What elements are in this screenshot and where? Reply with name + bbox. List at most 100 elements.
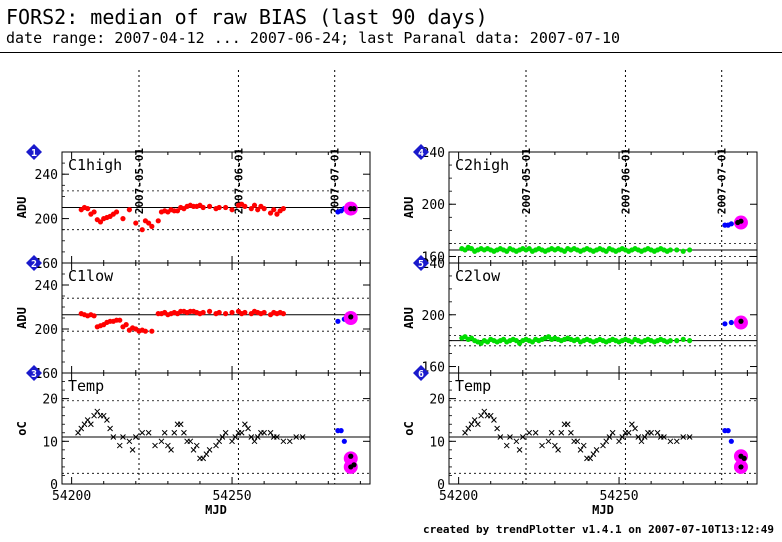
panel-6-label: Temp: [455, 377, 491, 395]
panel-1-point-red: [113, 209, 120, 215]
panel-6-point-cross: [555, 446, 561, 453]
panel-4-point-green: [680, 248, 686, 254]
panel-5-badge-icon: [413, 255, 429, 271]
panel-2-ytick-label-2: 240: [35, 279, 58, 294]
panel-3-point-cross: [248, 434, 255, 440]
panel-3-ytick-label-2: 20: [42, 393, 58, 408]
panel-3-point-cross: [104, 417, 110, 423]
panel-1-point-red: [255, 207, 261, 213]
panel-3-point-black: [351, 462, 357, 468]
panel-5-label: C2low: [455, 267, 501, 285]
panel-6-point-cross: [552, 442, 558, 449]
panel-3-point-cross: [251, 438, 258, 445]
panel-6-point-cross: [465, 425, 472, 432]
panel-2-point-red: [142, 328, 149, 334]
panel-3-point-cross: [78, 425, 85, 432]
panel-6-point-cross: [478, 412, 484, 419]
chart-subtitle: date range: 2007-04-12 ... 2007-06-24; l…: [6, 29, 621, 47]
panel-6-point-cross: [577, 446, 584, 453]
panel-6-point-cross: [629, 421, 635, 428]
panel-3-point-cross: [267, 429, 274, 436]
panel-3-point-cross: [254, 434, 261, 440]
panel-5-point-green: [680, 336, 686, 342]
panel-3-point-cross: [193, 442, 200, 449]
panel-6-point-cross: [603, 438, 610, 445]
panel-3-point-cross: [110, 434, 117, 440]
panel-6-point-cross: [491, 417, 497, 423]
panel-6-badge-icon: [413, 365, 429, 381]
panel-3-point-cross: [206, 446, 213, 453]
panel-3-frame: [61, 372, 371, 485]
panel-1-date-label-0: 2007-05-01: [133, 148, 146, 215]
panel-6-point-black: [738, 464, 744, 470]
panel-3-point-cross: [293, 434, 300, 440]
panel-3-xtick-label-1: 54250: [212, 489, 251, 504]
panel-6-point-cross: [487, 412, 494, 419]
panel-3-point-cross: [91, 412, 97, 419]
panel-3-point-cross: [152, 442, 158, 449]
panel-2-point-red: [200, 309, 206, 316]
panel-5-point-green: [667, 338, 673, 344]
panel-6-point-cross: [593, 446, 600, 453]
panel-4-point-green: [687, 247, 693, 253]
panel-3-point-cross: [238, 429, 245, 436]
panel-3-point-cross: [177, 421, 184, 428]
panel-6-point-cross: [494, 425, 500, 432]
panel-1-point-red: [133, 220, 139, 226]
panel-1-ylabel: ADU: [15, 197, 29, 219]
panel-6-point-cross: [590, 451, 597, 457]
title-divider: [0, 52, 782, 53]
panel-3-point-cross: [200, 455, 207, 462]
panel-1-point-red: [85, 206, 91, 212]
panel-3-point-cross: [126, 438, 133, 445]
panel-1-date-label-2: 2007-07-01: [329, 148, 342, 215]
panel-6-point-black: [741, 455, 747, 461]
panel-6-xtick-label-1: 54250: [599, 489, 638, 504]
panel-6-frame: [448, 372, 758, 485]
panel-3-point-cross: [229, 438, 235, 445]
panel-2-point-red: [206, 308, 213, 314]
panel-6-point-cross: [481, 408, 488, 415]
panel-1-point-black: [351, 206, 357, 212]
panel-3-point-cross: [280, 438, 287, 445]
panel-6-point-cross: [587, 455, 594, 462]
panel-5-point-blue: [722, 321, 728, 327]
panel-1-point-red: [200, 204, 206, 211]
panel-3-xlabel: MJD: [205, 503, 227, 517]
panel-1-point-red: [120, 216, 126, 222]
panel-3-badge-icon: [26, 365, 42, 381]
panel-6-point-cross: [526, 429, 533, 436]
panel-1-label: C1high: [68, 156, 122, 174]
panel-3-point-cross: [145, 429, 152, 436]
panel-4-label: C2high: [455, 156, 509, 174]
panel-3-point-cross: [171, 429, 178, 436]
panel-1-point-red: [261, 206, 267, 212]
panel-3-label: Temp: [68, 377, 104, 395]
panel-3-point-cross: [81, 421, 88, 428]
panel-1-point-red: [229, 207, 235, 213]
panel-1-badge-number: 1: [31, 148, 37, 159]
panel-6-ytick-label-2: 20: [429, 393, 445, 408]
panel-6-point-cross: [468, 421, 475, 428]
panel-6-point-cross: [475, 421, 481, 428]
panel-6-point-cross: [568, 429, 574, 436]
panel-3-point-cross: [222, 429, 229, 436]
panel-2-point-red: [91, 313, 97, 319]
panel-6-point-cross: [600, 442, 606, 449]
panel-4-date-label-0: 2007-05-01: [520, 148, 533, 215]
panel-3-point-cross: [100, 412, 107, 419]
panel-1-point-red: [248, 206, 254, 212]
panel-6-point-cross: [471, 417, 478, 423]
panel-2-point-red: [280, 311, 286, 317]
panel-3-point-cross: [286, 438, 293, 445]
panel-2-badge-icon: [26, 255, 42, 271]
panel-3-point-cross: [116, 442, 123, 449]
panel-3-ytick-label-0: 0: [50, 478, 58, 493]
panel-4-ytick-label-1: 200: [422, 198, 445, 213]
panel-1-point-red: [280, 206, 286, 212]
panel-3-point-cross: [129, 446, 136, 453]
panel-6-point-cross: [532, 429, 539, 436]
panel-1-point-red: [146, 220, 152, 226]
panel-1-point-red: [251, 202, 258, 208]
panel-3-ylabel: oC: [15, 421, 29, 435]
